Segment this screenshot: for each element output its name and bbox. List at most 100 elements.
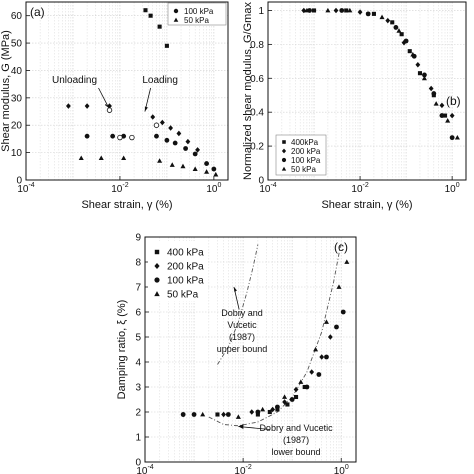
annotation-upper-bound: (1987) bbox=[229, 332, 255, 342]
unloading-point bbox=[153, 122, 160, 128]
series-circle bbox=[307, 8, 455, 141]
data-point bbox=[431, 91, 437, 96]
data-point bbox=[313, 346, 319, 352]
legend-label: 400 kPa bbox=[167, 248, 204, 259]
data-point bbox=[433, 101, 439, 106]
data-point bbox=[159, 119, 165, 126]
data-point bbox=[304, 384, 310, 390]
data-point bbox=[396, 28, 402, 33]
y-tick-label: 0.2 bbox=[250, 142, 264, 153]
data-point bbox=[289, 397, 295, 402]
data-point bbox=[294, 394, 299, 400]
data-point bbox=[365, 11, 371, 17]
annotation-lower-bound: (1987) bbox=[283, 435, 309, 445]
series-diamond bbox=[301, 7, 455, 119]
legend-label: 50 kPa bbox=[184, 16, 209, 25]
data-point bbox=[84, 103, 90, 109]
data-point bbox=[180, 412, 186, 417]
data-point bbox=[185, 138, 191, 145]
legend-label: 200 kPa bbox=[167, 262, 204, 273]
chart-c: 10-4 10-2 100 0 1 2 3 4 5 6 7 8 9 Damping ratio, ξ (%… bbox=[116, 233, 357, 474]
data-point bbox=[215, 412, 220, 417]
x-tick-label: 10-2 bbox=[351, 182, 368, 195]
arrowhead bbox=[238, 424, 244, 429]
data-point bbox=[325, 7, 331, 13]
y-tick-label: 2 bbox=[135, 408, 141, 419]
y-tick-label: 9 bbox=[135, 233, 141, 244]
arrowhead bbox=[104, 103, 109, 108]
annotation-upper-bound: upper bound bbox=[217, 344, 268, 354]
series-triangle bbox=[304, 7, 460, 140]
data-point bbox=[191, 412, 197, 417]
data-point bbox=[143, 8, 148, 13]
data-point bbox=[399, 32, 404, 37]
data-point bbox=[285, 402, 290, 407]
data-point bbox=[255, 409, 261, 415]
legend-marker bbox=[282, 140, 286, 144]
data-point bbox=[393, 25, 399, 30]
data-point bbox=[439, 102, 445, 109]
data-point bbox=[309, 369, 315, 375]
data-point bbox=[164, 137, 170, 143]
annotation-arrow bbox=[238, 426, 270, 430]
annotation-unloading: Unloading bbox=[52, 75, 97, 86]
data-point bbox=[390, 20, 395, 25]
data-point bbox=[260, 406, 266, 412]
data-point bbox=[422, 72, 427, 78]
y-tick-label: 3 bbox=[135, 383, 141, 394]
gridlines bbox=[25, 2, 229, 181]
legend-label: 50 kPa bbox=[167, 290, 199, 301]
y-tick-label: 0 bbox=[135, 458, 141, 469]
panel-label: (a) bbox=[30, 5, 45, 19]
series-triangle bbox=[200, 259, 350, 419]
y-tick-label: 0 bbox=[16, 176, 22, 187]
x-tick-label: 100 bbox=[445, 182, 460, 195]
data-point bbox=[270, 406, 276, 413]
data-point bbox=[379, 14, 385, 20]
data-point bbox=[442, 113, 448, 118]
legend-marker bbox=[173, 17, 179, 22]
data-point bbox=[221, 411, 226, 418]
data-point bbox=[410, 51, 416, 57]
x-tick-label: 10-2 bbox=[111, 182, 128, 195]
data-point bbox=[344, 8, 349, 13]
series-diamond bbox=[66, 103, 200, 153]
data-point bbox=[121, 155, 127, 161]
data-point bbox=[323, 319, 329, 324]
data-point bbox=[449, 112, 455, 119]
data-point bbox=[213, 171, 219, 177]
y-tick-label: 0.6 bbox=[250, 74, 264, 85]
plot-frame bbox=[25, 1, 229, 181]
legend-label: 50 kPa bbox=[291, 165, 316, 174]
data-point bbox=[107, 103, 112, 109]
y-tick-label: 6 bbox=[135, 308, 141, 319]
x-tick-label: 100 bbox=[334, 464, 349, 474]
annotation-arrow bbox=[98, 87, 110, 109]
annotation-lower-bound: Dobry and Vucetic bbox=[259, 423, 333, 433]
y-tick-label: 10 bbox=[11, 148, 23, 159]
y-tick-label: 60 bbox=[11, 11, 23, 22]
unloading-point bbox=[117, 134, 123, 141]
arrowhead bbox=[233, 287, 237, 292]
data-point bbox=[204, 169, 210, 174]
legend-marker bbox=[154, 249, 160, 255]
series-circle bbox=[180, 309, 346, 417]
plot-frame bbox=[144, 236, 357, 463]
y-tick-label: 1 bbox=[135, 433, 141, 444]
data-point bbox=[275, 404, 280, 410]
unloading-point bbox=[106, 107, 113, 113]
series-square bbox=[311, 8, 448, 118]
data-point bbox=[336, 284, 342, 289]
legend-marker bbox=[154, 291, 160, 297]
y-tick-label: 30 bbox=[11, 93, 23, 104]
y-tick-label: 7 bbox=[135, 283, 141, 294]
data-point bbox=[66, 103, 71, 109]
data-point bbox=[344, 259, 350, 264]
data-point bbox=[445, 118, 451, 123]
data-point bbox=[235, 414, 241, 419]
data-point bbox=[255, 412, 260, 417]
data-point bbox=[339, 8, 345, 13]
chart-a: 10-4 10-2 100 0 10 20 30 40 50 60 Shear strain, γ … bbox=[0, 1, 229, 211]
annotation-upper-bound: Vucetic bbox=[227, 320, 257, 330]
